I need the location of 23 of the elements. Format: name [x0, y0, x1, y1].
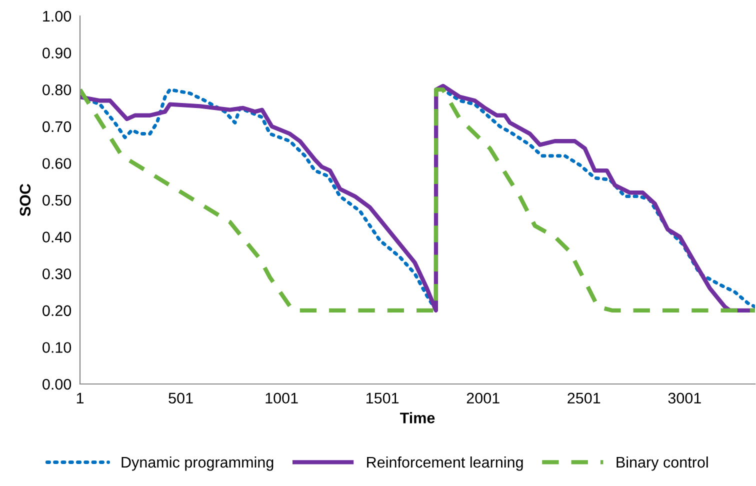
- y-tick-label: 0.90: [42, 48, 72, 58]
- legend-label: Binary control: [616, 456, 708, 471]
- x-tick-label: 3001: [668, 392, 701, 404]
- y-tick-label: 0.10: [42, 342, 72, 353]
- x-axis-title: Time: [400, 412, 435, 424]
- y-axis-title: SOC: [20, 184, 31, 216]
- x-tick-label: 1: [76, 392, 84, 404]
- y-tick-label: 1.00: [43, 10, 72, 22]
- y-tick-label: 0.80: [42, 84, 72, 96]
- legend-label: Reinforcement learning: [367, 456, 523, 471]
- y-tick-label: 0.20: [42, 305, 72, 316]
- x-tick-label: 2501: [568, 392, 600, 404]
- x-tick-label: 501: [168, 392, 193, 404]
- y-tick-label: 0.70: [42, 121, 72, 132]
- y-tick-label: 0.40: [42, 232, 72, 242]
- y-tick-label: 0.50: [42, 194, 72, 206]
- x-tick-label: 2001: [466, 392, 500, 404]
- y-tick-label: 0.00: [42, 378, 72, 390]
- x-tick-label: 1001: [266, 392, 298, 404]
- y-tick-label: 0.30: [42, 268, 72, 280]
- legend-label: Dynamic programming: [122, 456, 274, 471]
- y-tick-label: 0.60: [42, 158, 72, 169]
- x-tick-label: 1501: [366, 392, 399, 404]
